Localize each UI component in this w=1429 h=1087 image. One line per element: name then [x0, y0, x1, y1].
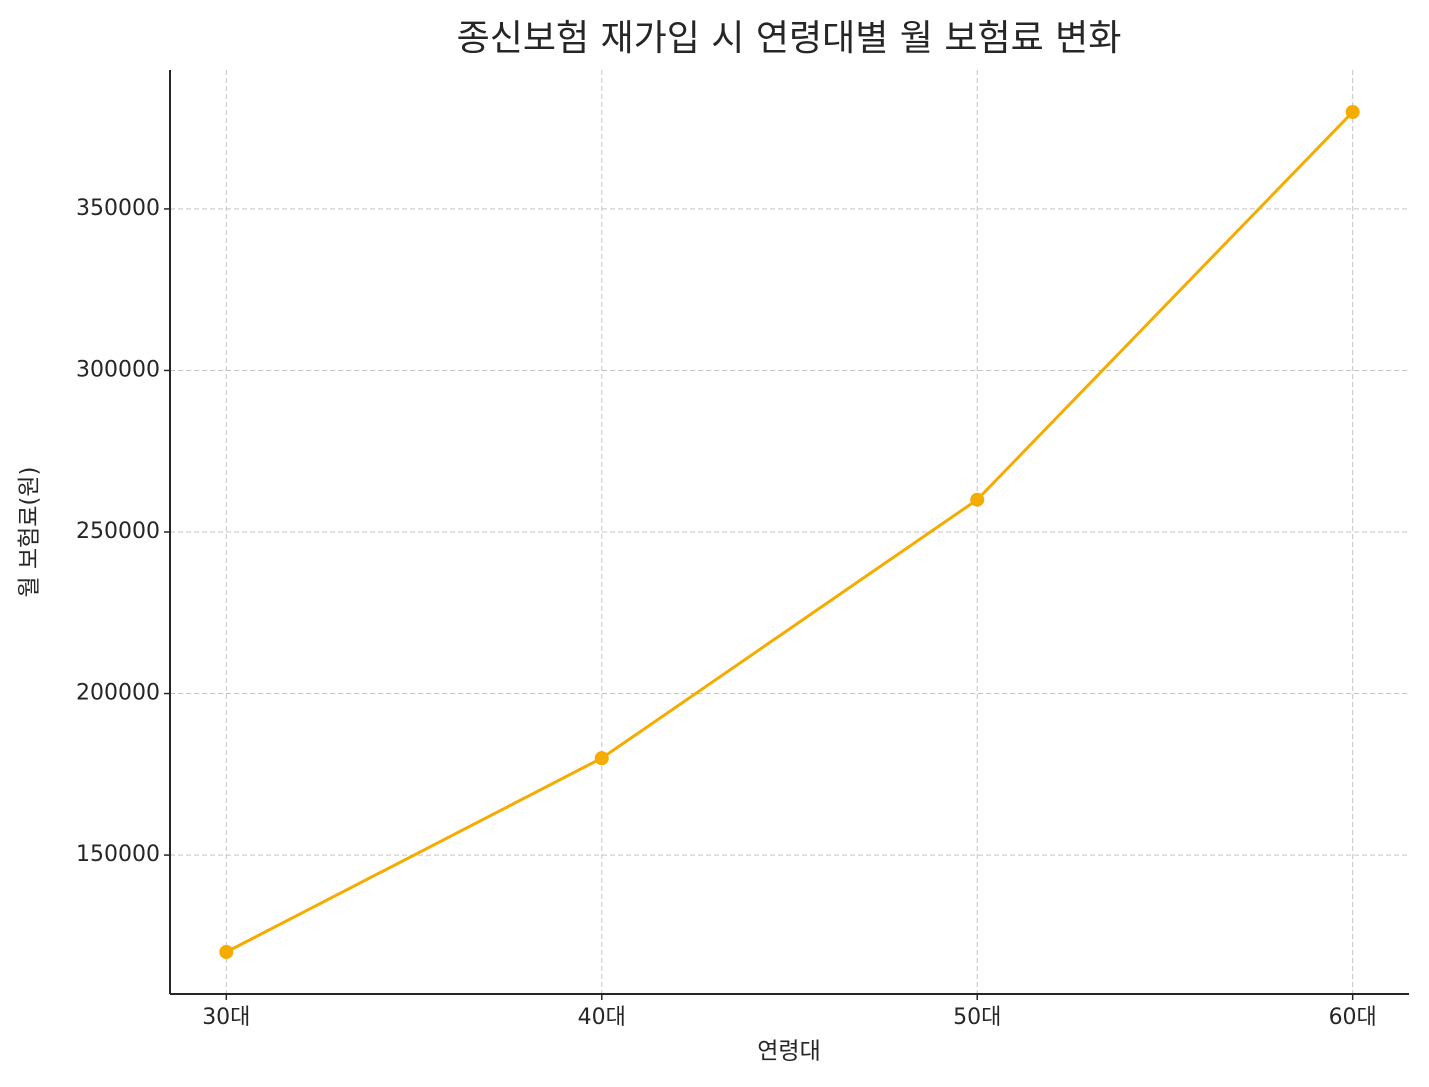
- y-tick-label: 150000: [76, 842, 160, 867]
- x-tick-label: 60대: [1329, 1005, 1377, 1030]
- point: [594, 751, 609, 766]
- point: [1345, 105, 1360, 119]
- x-axis-label: 연령대: [757, 1039, 820, 1065]
- y-tick-label: 250000: [76, 519, 160, 544]
- point: [219, 945, 234, 959]
- y-tick-label: 200000: [76, 681, 160, 706]
- x-tick-label: 30대: [202, 1005, 250, 1030]
- y-axis-label: 월 보험료(원): [17, 466, 43, 597]
- y-tick-label: 350000: [76, 196, 160, 221]
- y-tick-label: 300000: [76, 357, 160, 382]
- x-tick-label: 50대: [953, 1005, 1001, 1030]
- chart-title: 종신보험 재가입 시 연령대별 월 보험료 변화: [457, 18, 1122, 59]
- line: [225, 110, 1354, 954]
- point: [970, 492, 985, 507]
- x-tick-label: 40대: [578, 1005, 626, 1030]
